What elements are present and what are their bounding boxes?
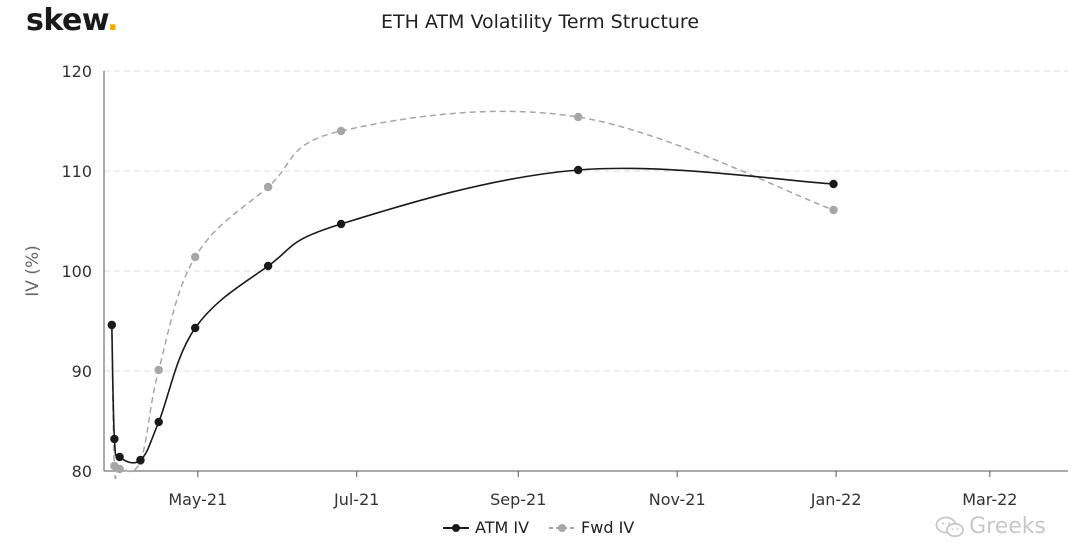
- data-point-atm-1: [110, 434, 119, 444]
- x-tick-label-Jan-22: Jan-22: [810, 490, 862, 509]
- series-line-atm: [111, 167, 834, 464]
- skew-logo: skew.: [26, 3, 119, 38]
- data-point-atm-8: [573, 165, 583, 175]
- y-tick-label-120: 120: [61, 62, 92, 81]
- y-tick-label-110: 110: [61, 162, 92, 181]
- legend-label-fwd: Fwd IV: [581, 518, 635, 537]
- watermark: Greeks: [935, 514, 1046, 539]
- data-point-atm-5: [190, 323, 200, 333]
- data-point-fwd-4: [154, 365, 163, 375]
- y-tick-label-90: 90: [72, 362, 92, 381]
- data-point-fwd-6: [263, 182, 273, 192]
- x-tick-label-May-21: May-21: [168, 490, 227, 509]
- legend-marker-atm: [443, 523, 469, 532]
- chart-legend: ATM IV Fwd IV: [443, 518, 634, 537]
- data-point-atm-6: [263, 261, 273, 271]
- data-point-fwd-9: [829, 205, 838, 215]
- data-point-fwd-5: [190, 252, 200, 262]
- watermark-text: Greeks: [969, 514, 1046, 539]
- x-tick-label-Mar-22: Mar-22: [962, 490, 1017, 509]
- data-point-atm-3: [136, 455, 145, 465]
- data-point-fwd-2: [115, 464, 124, 474]
- data-point-fwd-7: [336, 126, 346, 136]
- data-point-atm-4: [154, 417, 163, 427]
- series-line-fwd: [111, 110, 834, 480]
- y-tick-label-80: 80: [72, 462, 92, 481]
- data-point-atm-0: [107, 320, 117, 330]
- data-point-atm-7: [336, 219, 346, 229]
- legend-marker-fwd: [549, 523, 576, 532]
- data-point-atm-2: [115, 452, 124, 462]
- y-axis-label: IV (%): [23, 245, 43, 296]
- x-tick-label-Nov-21: Nov-21: [649, 490, 706, 509]
- y-tick-label-100: 100: [61, 262, 92, 281]
- data-point-atm-9: [829, 179, 838, 189]
- logo-text: skew: [26, 3, 108, 38]
- wechat-icon: [935, 516, 965, 537]
- legend-label-atm: ATM IV: [475, 518, 530, 537]
- x-tick-label-Jul-21: Jul-21: [333, 490, 379, 509]
- legend-item-atm[interactable]: ATM IV: [443, 518, 529, 537]
- legend-item-fwd[interactable]: Fwd IV: [549, 518, 634, 537]
- logo-dot: .: [107, 3, 119, 38]
- data-point-fwd-8: [573, 112, 583, 122]
- x-tick-label-Sep-21: Sep-21: [490, 490, 546, 509]
- chart-title: ETH ATM Volatility Term Structure: [380, 11, 700, 33]
